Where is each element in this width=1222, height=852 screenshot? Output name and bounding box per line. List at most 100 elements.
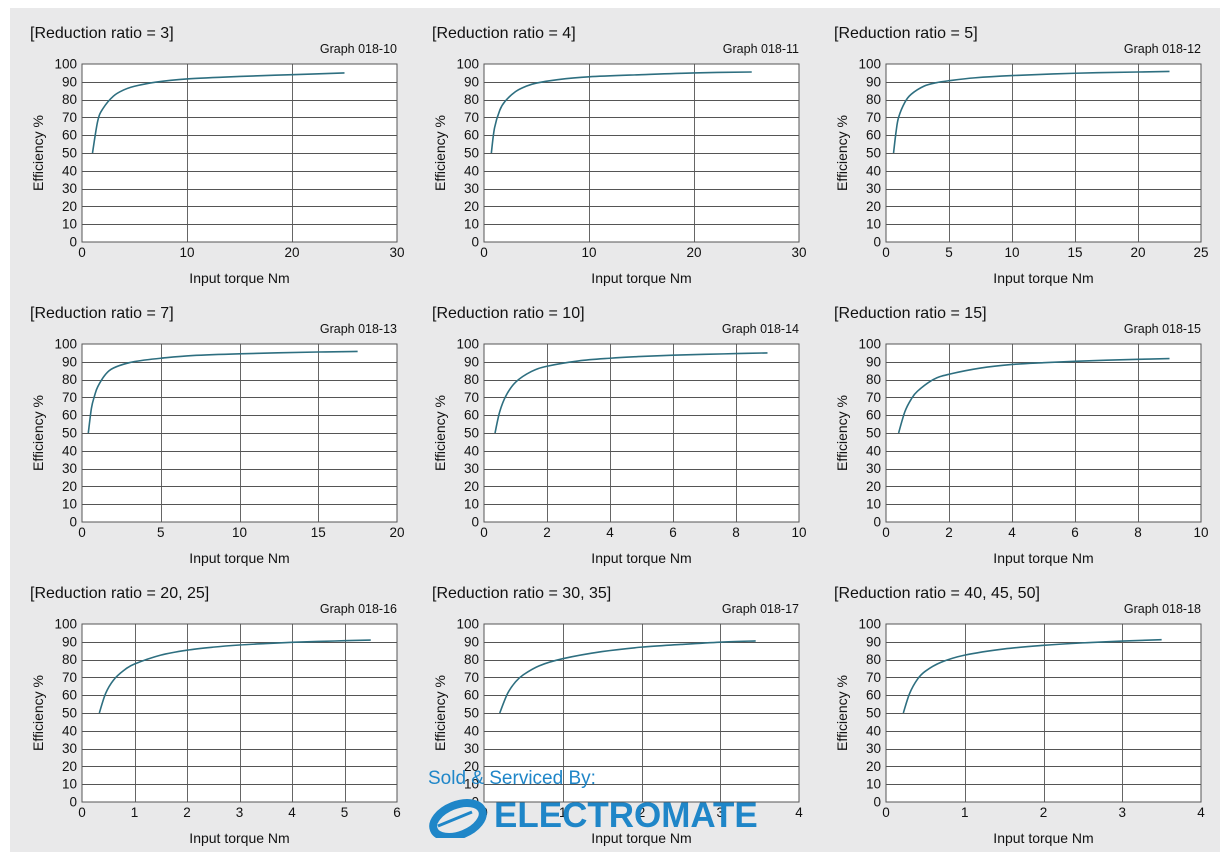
y-axis-label: Efficiency %	[834, 675, 850, 751]
charts-grid: [Reduction ratio = 3] Graph 018-10 0 10 20 30…	[10, 8, 1220, 852]
x-tick-label: 1	[559, 805, 567, 820]
y-tick-label: 100	[858, 337, 881, 352]
electromate-logo-icon	[429, 799, 487, 838]
x-tick-label: 8	[1134, 525, 1142, 540]
x-tick-label: 1	[961, 805, 969, 820]
y-tick-label: 0	[69, 795, 77, 810]
efficiency-curve	[494, 352, 768, 434]
y-tick-label: 10	[62, 217, 77, 232]
y-tick-label: 40	[62, 723, 77, 738]
x-tick-label: 15	[311, 525, 326, 540]
x-tick-label: 4	[1197, 805, 1205, 820]
y-tick-label: 60	[464, 408, 479, 423]
x-tick-label: 2	[1040, 805, 1048, 820]
x-tick-label: 3	[716, 805, 724, 820]
plot-area	[81, 343, 398, 523]
chart-panel: [Reduction ratio = 5] Graph 018-12 0 10 20 30…	[814, 8, 1216, 288]
x-tick-label: 0	[480, 245, 488, 260]
x-tick-label: 10	[791, 525, 806, 540]
y-tick-label: 30	[464, 181, 479, 196]
page-background: [Reduction ratio = 3] Graph 018-10 0 10 20 30…	[10, 8, 1220, 852]
y-tick-label: 40	[866, 723, 881, 738]
x-tick-label: 10	[232, 525, 247, 540]
y-axis-label: Efficiency %	[834, 115, 850, 191]
efficiency-curve	[87, 350, 358, 434]
y-tick-label: 50	[464, 706, 479, 721]
plot-area	[81, 63, 398, 243]
chart-title: [Reduction ratio = 40, 45, 50]	[834, 585, 1040, 602]
y-tick-label: 10	[464, 217, 479, 232]
y-tick-label: 10	[62, 497, 77, 512]
y-tick-label: 70	[62, 110, 77, 125]
y-axis-label: Efficiency %	[30, 115, 46, 191]
y-tick-label: 0	[471, 235, 479, 250]
x-tick-label: 20	[284, 245, 299, 260]
x-tick-label: 4	[1008, 525, 1016, 540]
x-tick-label: 2	[638, 805, 646, 820]
efficiency-curve	[490, 71, 752, 154]
y-tick-label: 50	[866, 706, 881, 721]
x-axis-label: Input torque Nm	[993, 550, 1094, 566]
plot-area	[885, 343, 1202, 523]
chart-title: [Reduction ratio = 30, 35]	[432, 585, 612, 602]
chart-panel: [Reduction ratio = 30, 35] Graph 018-17 0 1…	[412, 568, 814, 848]
efficiency-curve	[897, 357, 1170, 434]
y-tick-label: 100	[858, 57, 881, 72]
x-tick-label: 4	[606, 525, 614, 540]
plot-area	[483, 63, 800, 243]
y-tick-label: 80	[464, 92, 479, 107]
y-tick-label: 80	[62, 372, 77, 387]
y-tick-label: 60	[62, 128, 77, 143]
y-tick-label: 50	[464, 146, 479, 161]
chart-panel: [Reduction ratio = 20, 25] Graph 018-16 0 1…	[10, 568, 412, 848]
x-tick-label: 30	[791, 245, 806, 260]
y-tick-label: 40	[62, 163, 77, 178]
y-tick-label: 90	[866, 74, 881, 89]
y-tick-label: 20	[464, 759, 479, 774]
x-tick-label: 30	[389, 245, 404, 260]
x-tick-label: 0	[78, 805, 86, 820]
y-tick-label: 60	[62, 408, 77, 423]
y-tick-label: 60	[464, 688, 479, 703]
x-tick-label: 0	[480, 525, 488, 540]
y-tick-label: 20	[866, 479, 881, 494]
y-tick-label: 30	[62, 181, 77, 196]
y-axis-label: Efficiency %	[30, 395, 46, 471]
y-tick-label: 60	[866, 128, 881, 143]
x-tick-label: 20	[1130, 245, 1145, 260]
y-tick-label: 60	[866, 688, 881, 703]
chart-panel: [Reduction ratio = 15] Graph 018-15 0 10 20 3…	[814, 288, 1216, 568]
y-tick-label: 50	[62, 146, 77, 161]
graph-id: Graph 018-17	[721, 602, 799, 616]
y-tick-label: 60	[866, 408, 881, 423]
y-tick-label: 70	[464, 110, 479, 125]
y-tick-label: 10	[464, 777, 479, 792]
graph-id: Graph 018-11	[722, 42, 799, 56]
y-tick-label: 0	[69, 515, 77, 530]
y-tick-label: 0	[69, 235, 77, 250]
y-tick-label: 20	[464, 199, 479, 214]
y-tick-label: 50	[866, 146, 881, 161]
y-tick-label: 90	[62, 354, 77, 369]
x-tick-label: 2	[945, 525, 953, 540]
y-tick-label: 100	[456, 617, 479, 632]
graph-id: Graph 018-18	[1123, 602, 1201, 616]
plot-area	[885, 623, 1202, 803]
chart-title: [Reduction ratio = 20, 25]	[30, 585, 210, 602]
x-tick-label: 1	[131, 805, 139, 820]
plot-area	[483, 343, 800, 523]
y-tick-label: 70	[866, 670, 881, 685]
y-axis-label: Efficiency %	[432, 115, 448, 191]
efficiency-curve	[499, 640, 756, 714]
x-tick-label: 4	[288, 805, 296, 820]
chart-title: [Reduction ratio = 10]	[432, 305, 585, 322]
y-tick-label: 90	[464, 634, 479, 649]
y-tick-label: 70	[62, 390, 77, 405]
y-tick-label: 100	[54, 57, 77, 72]
y-tick-label: 10	[464, 497, 479, 512]
x-axis-label: Input torque Nm	[189, 270, 290, 286]
y-tick-label: 80	[464, 652, 479, 667]
